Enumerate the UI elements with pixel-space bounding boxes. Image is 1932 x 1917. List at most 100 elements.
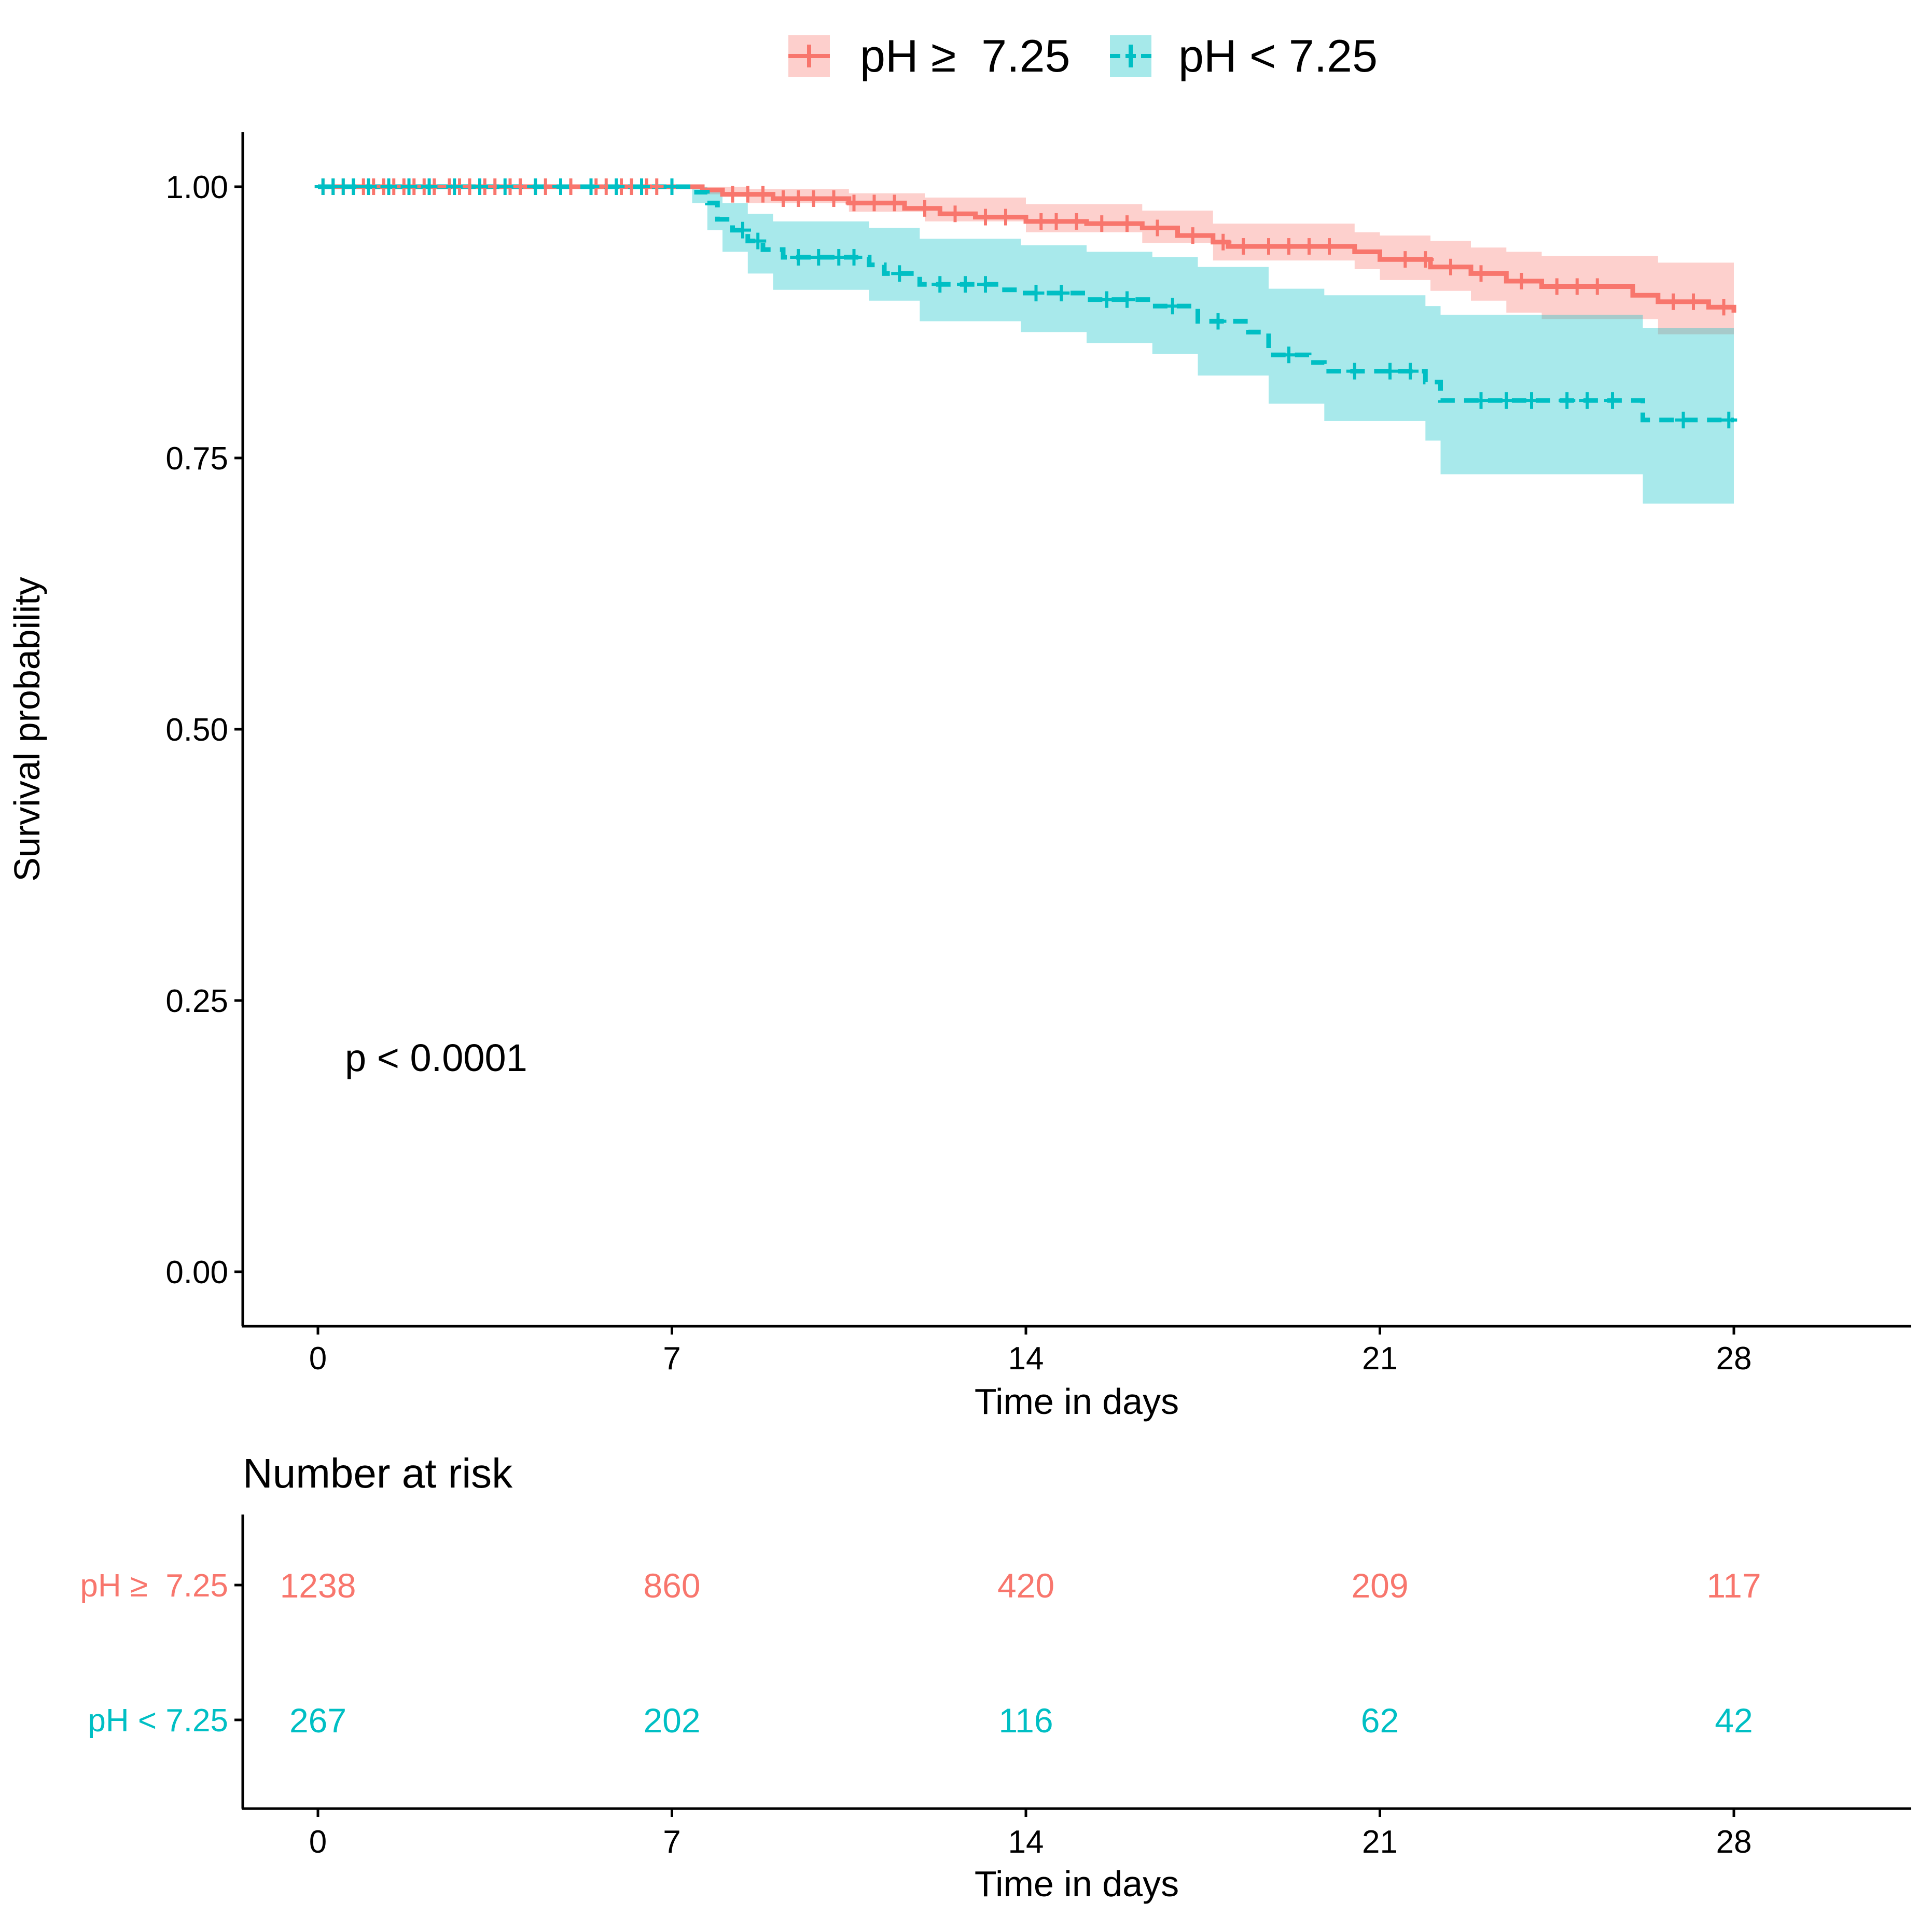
survival-curve-1 bbox=[318, 184, 1734, 423]
p-value-annotation: p < 0.0001 bbox=[345, 1036, 527, 1079]
censor-mark-1-27 bbox=[1027, 285, 1045, 302]
censor-mark-0-18 bbox=[512, 178, 529, 195]
censor-mark-1-7 bbox=[421, 178, 438, 195]
censor-mark-1-12 bbox=[552, 178, 569, 195]
censor-mark-0-34 bbox=[790, 190, 807, 207]
censor-mark-1-44 bbox=[1720, 411, 1738, 428]
censor-mark-1-20 bbox=[810, 248, 827, 266]
legend: pH ≥ 7.25 pH < 7.25 bbox=[788, 30, 1378, 81]
legend-label-ph-low: pH < 7.25 bbox=[1178, 30, 1378, 81]
risk-table-x-axis: 0 7 14 21 28 bbox=[309, 1809, 1752, 1860]
censor-mark-1-9 bbox=[471, 178, 488, 195]
risk-row-label-1: pH < 7.25 bbox=[88, 1703, 228, 1739]
censor-mark-1-3 bbox=[345, 178, 362, 195]
risk-value-0-4: 117 bbox=[1706, 1566, 1761, 1605]
censor-mark-0-58 bbox=[1417, 251, 1434, 268]
censor-mark-0-52 bbox=[1235, 238, 1252, 255]
y-tick-label-4: 1.00 bbox=[165, 170, 228, 205]
censor-mark-0-57 bbox=[1397, 251, 1414, 268]
censor-mark-0-62 bbox=[1548, 278, 1565, 295]
censor-mark-1-35 bbox=[1382, 363, 1398, 380]
censor-mark-0-66 bbox=[1685, 293, 1702, 310]
risk-table-rows: pH ≥ 7.25 1238 860 420 209 117 pH < 7.25 267 202… bbox=[80, 1566, 1761, 1740]
censor-mark-1-19 bbox=[790, 248, 807, 266]
censor-mark-0-47 bbox=[1093, 215, 1110, 232]
censor-mark-0-43 bbox=[997, 209, 1014, 226]
legend-label-ph-high: pH ≥ 7.25 bbox=[860, 30, 1070, 81]
censor-mark-0-35 bbox=[805, 190, 822, 207]
risk-x-tick-label-3: 21 bbox=[1362, 1824, 1398, 1860]
censor-mark-1-40 bbox=[1559, 392, 1576, 409]
censor-mark-1-37 bbox=[1472, 392, 1490, 409]
censor-mark-0-40 bbox=[916, 200, 933, 217]
censor-mark-1-18 bbox=[749, 232, 767, 249]
y-tick-label-0: 0.00 bbox=[165, 1255, 228, 1290]
censor-mark-1-8 bbox=[446, 178, 463, 195]
censor-mark-1-10 bbox=[496, 178, 513, 195]
risk-x-tick-label-0: 0 bbox=[309, 1824, 327, 1860]
censor-mark-1-28 bbox=[1053, 285, 1070, 302]
risk-value-1-4: 42 bbox=[1715, 1701, 1753, 1740]
censor-mark-1-15 bbox=[633, 178, 650, 195]
censor-mark-1-16 bbox=[663, 178, 680, 195]
censor-mark-0-54 bbox=[1281, 238, 1297, 255]
y-tick-label-2: 0.50 bbox=[165, 712, 228, 748]
censor-mark-0-65 bbox=[1665, 293, 1681, 310]
censor-mark-1-5 bbox=[380, 178, 397, 195]
censor-mark-1-34 bbox=[1346, 363, 1363, 380]
censor-mark-1-39 bbox=[1523, 392, 1540, 409]
censor-mark-1-22 bbox=[845, 248, 863, 266]
censor-mark-0-39 bbox=[886, 195, 903, 212]
censor-mark-1-25 bbox=[957, 276, 974, 293]
risk-row-label-0: pH ≥ 7.25 bbox=[80, 1568, 228, 1604]
x-tick-label-3: 21 bbox=[1362, 1341, 1398, 1377]
risk-table-title: Number at risk bbox=[243, 1450, 513, 1496]
y-tick-label-1: 0.25 bbox=[165, 983, 228, 1019]
censor-mark-0-49 bbox=[1149, 219, 1166, 237]
censor-mark-0-30 bbox=[724, 186, 741, 203]
censor-mark-1-14 bbox=[608, 178, 625, 195]
censor-mark-1-23 bbox=[891, 265, 908, 282]
censor-mark-0-38 bbox=[866, 195, 883, 212]
censor-mark-0-31 bbox=[739, 186, 756, 203]
risk-value-1-2: 116 bbox=[998, 1701, 1053, 1740]
censor-mark-1-13 bbox=[582, 178, 600, 195]
risk-value-1-0: 267 bbox=[289, 1701, 346, 1740]
y-tick-label-3: 0.75 bbox=[165, 441, 228, 477]
risk-value-0-0: 1238 bbox=[280, 1566, 356, 1605]
x-tick-label-2: 14 bbox=[1008, 1341, 1044, 1377]
censor-mark-0-60 bbox=[1472, 265, 1490, 282]
censor-marks bbox=[314, 178, 1738, 428]
censor-mark-1-38 bbox=[1498, 392, 1515, 409]
legend-entry-ph-low[interactable]: pH < 7.25 bbox=[1110, 30, 1378, 81]
censor-mark-0-42 bbox=[977, 209, 994, 226]
censor-mark-1-42 bbox=[1604, 392, 1621, 409]
confidence-band-1 bbox=[318, 187, 1734, 504]
censor-mark-0-59 bbox=[1442, 258, 1459, 275]
risk-x-tick-label-1: 7 bbox=[663, 1824, 680, 1860]
censor-mark-0-33 bbox=[775, 190, 791, 207]
censor-mark-1-43 bbox=[1675, 411, 1692, 428]
y-axis: 0.00 0.25 0.50 0.75 1.00 bbox=[165, 170, 243, 1290]
censor-mark-0-56 bbox=[1321, 238, 1338, 255]
censor-mark-0-37 bbox=[845, 195, 863, 212]
censor-mark-1-36 bbox=[1402, 363, 1419, 380]
censor-mark-0-50 bbox=[1184, 227, 1201, 244]
censor-mark-1-6 bbox=[400, 178, 418, 195]
censor-mark-1-21 bbox=[830, 248, 847, 266]
x-tick-label-0: 0 bbox=[309, 1341, 327, 1377]
risk-value-1-3: 62 bbox=[1361, 1701, 1399, 1740]
x-axis-title: Time in days bbox=[975, 1381, 1179, 1422]
censor-mark-0-48 bbox=[1119, 215, 1135, 232]
censor-mark-0-44 bbox=[1033, 213, 1050, 230]
censor-mark-0-63 bbox=[1568, 278, 1586, 295]
censor-mark-0-67 bbox=[1715, 299, 1732, 316]
censor-mark-0-28 bbox=[648, 178, 665, 195]
y-axis-title: Survival probability bbox=[7, 577, 47, 881]
censor-mark-1-4 bbox=[360, 178, 377, 195]
legend-entry-ph-high[interactable]: pH ≥ 7.25 bbox=[788, 30, 1070, 81]
censor-mark-0-53 bbox=[1260, 238, 1277, 255]
risk-value-1-1: 202 bbox=[643, 1701, 700, 1740]
censor-mark-1-32 bbox=[1210, 313, 1227, 330]
